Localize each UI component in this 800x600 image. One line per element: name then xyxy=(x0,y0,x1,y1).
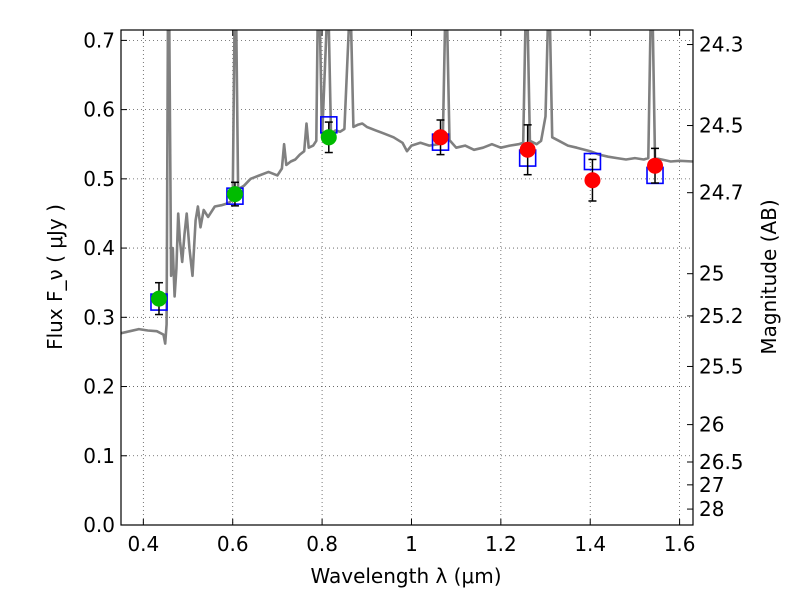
observed-point-marker xyxy=(150,290,167,307)
observed-point-marker xyxy=(519,141,536,158)
observed-point-marker xyxy=(226,186,243,203)
x-tick-label: 1.4 xyxy=(574,532,606,556)
x-tick-label: 0.6 xyxy=(217,532,249,556)
mag-tick-label: 27 xyxy=(699,473,724,497)
mag-tick-label: 25.5 xyxy=(699,354,744,378)
model-band-flux-layer xyxy=(150,116,664,311)
spectrum-line xyxy=(121,30,693,345)
x-tick-label: 0.4 xyxy=(127,532,159,556)
x-tick-label: 1.6 xyxy=(664,532,696,556)
observed-point-marker xyxy=(320,129,337,146)
x-tick-label: 1.2 xyxy=(485,532,517,556)
mag-tick-label: 26 xyxy=(699,413,724,437)
x-axis: 0.4 0.6 0.8 1 1.2 1.4 1.6 xyxy=(127,30,696,556)
x-tick-label: 0.8 xyxy=(306,532,338,556)
mag-tick-label: 24.3 xyxy=(699,33,744,57)
mag-tick-label: 26.5 xyxy=(699,450,744,474)
mag-tick-label: 25 xyxy=(699,262,724,286)
mag-tick-label: 28 xyxy=(699,497,724,521)
x-axis-title: Wavelength λ (μm) xyxy=(310,564,501,588)
y-tick-label: 0.4 xyxy=(83,236,115,260)
observed-point-marker xyxy=(432,129,449,146)
observed-points-layer xyxy=(150,129,664,307)
mag-tick-label: 25.2 xyxy=(699,304,744,328)
y-tick-label: 0.5 xyxy=(83,167,115,191)
y-axis: 0.0 0.1 0.2 0.3 0.4 0.5 0.6 0.7 xyxy=(83,28,127,537)
y-axis-title: Flux F_ν ( μJy ) xyxy=(43,204,67,350)
observed-point-marker xyxy=(584,172,601,189)
observed-point-marker xyxy=(647,157,664,174)
y-tick-label: 0.3 xyxy=(83,305,115,329)
spectrum-layer xyxy=(121,30,693,345)
mag-tick-label: 24.5 xyxy=(699,114,744,138)
y-tick-label: 0.6 xyxy=(83,98,115,122)
y-tick-label: 0.1 xyxy=(83,444,115,468)
y-tick-label: 0.7 xyxy=(83,28,115,52)
y-tick-label: 0.2 xyxy=(83,375,115,399)
plot-frame xyxy=(120,29,694,526)
grid xyxy=(121,30,693,526)
y-tick-label: 0.0 xyxy=(83,513,115,537)
mag-tick-label: 24.7 xyxy=(699,181,744,205)
x-tick-label: 1 xyxy=(405,532,418,556)
magnitude-axis-title: Magnitude (AB) xyxy=(757,199,781,354)
